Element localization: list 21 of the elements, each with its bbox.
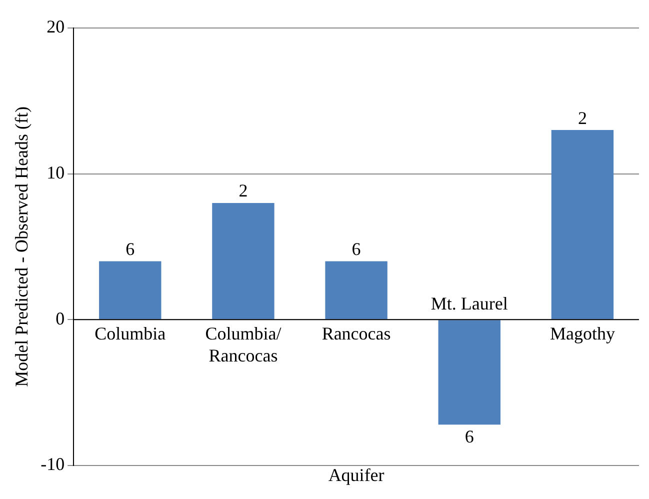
y-axis-title: Model Predicted - Observed Heads (ft) bbox=[12, 106, 32, 387]
x-tick-label: Columbia/Rancocas bbox=[205, 323, 282, 366]
bar bbox=[438, 320, 500, 425]
annotation: 6 bbox=[352, 239, 361, 260]
x-tick-label: Magothy bbox=[550, 323, 615, 344]
x-tick-label: Rancocas bbox=[322, 323, 391, 344]
annotation: 2 bbox=[238, 180, 248, 201]
x-tick-label: Mt. Laurel bbox=[430, 293, 508, 314]
bar bbox=[551, 130, 614, 320]
y-tick-label: 20 bbox=[46, 16, 65, 37]
annotation: 2 bbox=[578, 108, 587, 128]
y-tick-label: 10 bbox=[46, 162, 65, 183]
x-axis-title: Aquifer bbox=[328, 464, 384, 485]
annotation: 6 bbox=[126, 239, 135, 260]
y-tick-label: 0 bbox=[56, 308, 65, 328]
bar bbox=[212, 202, 274, 320]
annotation: 6 bbox=[464, 426, 474, 446]
bar bbox=[99, 261, 162, 320]
y-tick-label: -10 bbox=[40, 454, 65, 474]
bar bbox=[325, 261, 388, 320]
x-tick-label: Columbia bbox=[94, 323, 166, 344]
